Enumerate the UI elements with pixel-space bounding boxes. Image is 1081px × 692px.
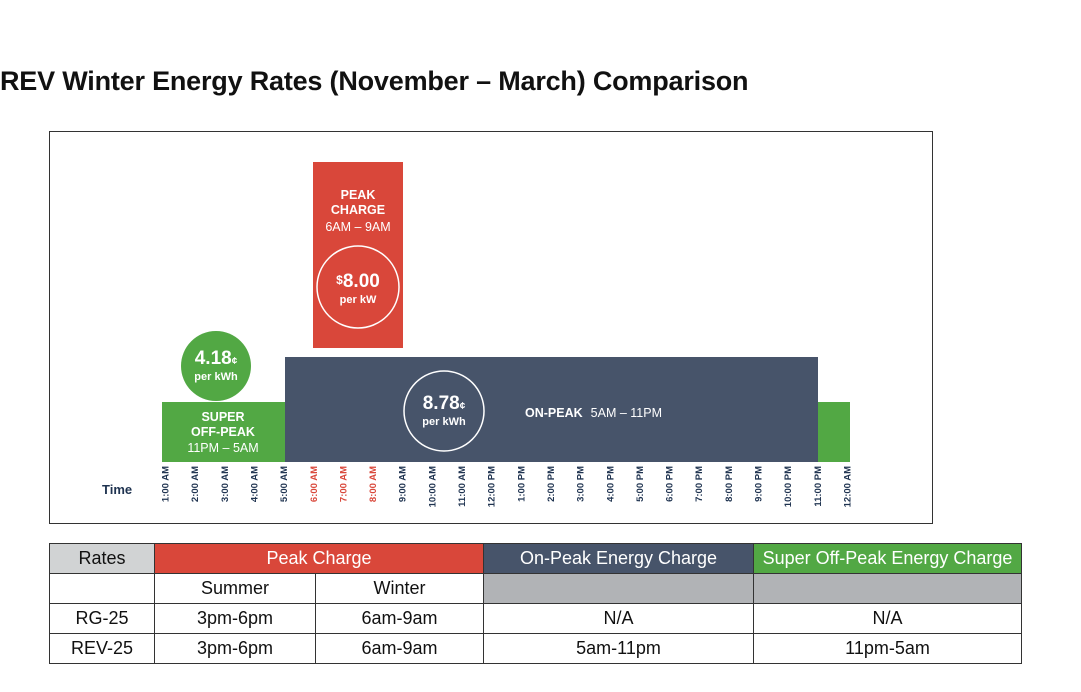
peak-charge-label-line2: CHARGE xyxy=(331,203,385,217)
super-off-peak-rate-circle xyxy=(181,331,251,401)
super-off-peak-rate-per: per kWh xyxy=(194,371,238,383)
table-row: REV-25 3pm-6pm 6am-9am 5am-11pm 11pm-5am xyxy=(49,633,1022,664)
x-axis-ticks: 1:00 AM 2:00 AM 3:00 AM 4:00 AM 5:00 AM 6:00 … xyxy=(161,466,854,507)
rate-chart: 4.18¢ per kWh SUPER OFF-PEAK 11PM – 5AM … xyxy=(49,131,933,524)
x-tick-label: 8:00 AM xyxy=(368,466,379,502)
page-title: REV Winter Energy Rates (November – Marc… xyxy=(0,66,749,96)
table-row: RG-25 3pm-6pm 6am-9am N/A N/A xyxy=(49,603,1022,634)
row-winter: 6am-9am xyxy=(315,633,484,664)
super-off-peak-header: Super Off-Peak Energy Charge xyxy=(753,543,1022,574)
row-name: REV-25 xyxy=(49,633,155,664)
on-peak-bar xyxy=(285,357,818,462)
on-peak-header: On-Peak Energy Charge xyxy=(483,543,754,574)
rates-header: Rates xyxy=(49,543,155,574)
x-tick-label: 12:00 AM xyxy=(842,466,853,507)
x-tick-label: 10:00 PM xyxy=(783,466,794,507)
on-peak-rate-value: 8.78¢ xyxy=(423,393,466,414)
x-tick-label: 10:00 AM xyxy=(427,466,438,507)
on-peak-rate-per: per kWh xyxy=(422,416,466,428)
summer-subheader: Summer xyxy=(154,573,316,604)
on-peak-rate-circle xyxy=(403,370,485,452)
x-tick-label: 6:00 PM xyxy=(665,466,676,502)
row-super-off-peak: 11pm-5am xyxy=(753,633,1022,664)
x-tick-label: 4:00 AM xyxy=(249,466,260,502)
super-off-peak-rate-value: 4.18¢ xyxy=(195,348,238,369)
row-on-peak: 5am-11pm xyxy=(483,633,754,664)
x-tick-label: 4:00 PM xyxy=(605,466,616,502)
x-tick-label: 2:00 AM xyxy=(190,466,201,502)
x-axis-label: Time xyxy=(102,482,132,497)
row-summer: 3pm-6pm xyxy=(154,603,316,634)
table-subheader-row: Summer Winter xyxy=(49,573,1022,604)
peak-charge-rate-per: per kW xyxy=(340,294,377,306)
x-tick-label: 2:00 PM xyxy=(546,466,557,502)
x-tick-label: 11:00 AM xyxy=(457,466,468,507)
super-off-peak-subheader-blank xyxy=(753,573,1022,604)
row-name: RG-25 xyxy=(49,603,155,634)
empty-cell xyxy=(49,573,155,604)
x-tick-label: 3:00 PM xyxy=(576,466,587,502)
x-tick-label: 1:00 AM xyxy=(161,466,172,502)
row-super-off-peak: N/A xyxy=(753,603,1022,634)
super-off-peak-label-line1: SUPER xyxy=(201,410,244,424)
on-peak-label: ON-PEAK 5AM – 11PM xyxy=(525,406,662,420)
x-tick-label: 6:00 AM xyxy=(309,466,320,502)
x-tick-label: 9:00 AM xyxy=(398,466,409,502)
super-off-peak-hours: 11PM – 5AM xyxy=(187,441,258,455)
x-tick-label: 8:00 PM xyxy=(724,466,735,502)
x-tick-label: 9:00 PM xyxy=(754,466,765,502)
x-tick-label: 3:00 AM xyxy=(220,466,231,502)
super-off-peak-label-line2: OFF-PEAK xyxy=(191,425,255,439)
super-off-peak-bar-right xyxy=(818,402,850,462)
x-tick-label: 11:00 PM xyxy=(813,466,824,507)
winter-subheader: Winter xyxy=(315,573,484,604)
peak-charge-hours: 6AM – 9AM xyxy=(325,220,390,234)
x-tick-label: 1:00 PM xyxy=(516,466,527,502)
row-winter: 6am-9am xyxy=(315,603,484,634)
peak-charge-rate-circle xyxy=(316,245,400,329)
x-tick-label: 5:00 AM xyxy=(279,466,290,502)
on-peak-subheader-blank xyxy=(483,573,754,604)
table-header-row: Rates Peak Charge On-Peak Energy Charge … xyxy=(49,543,1022,574)
x-tick-label: 5:00 PM xyxy=(635,466,646,502)
x-tick-label: 7:00 PM xyxy=(694,466,705,502)
peak-charge-header: Peak Charge xyxy=(154,543,484,574)
peak-charge-label-line1: PEAK xyxy=(341,188,376,202)
row-summer: 3pm-6pm xyxy=(154,633,316,664)
x-tick-label: 12:00 PM xyxy=(487,466,498,507)
super-off-peak-bar-left xyxy=(162,402,285,462)
peak-charge-rate-value: $8.00 xyxy=(336,271,380,292)
rates-table: Rates Peak Charge On-Peak Energy Charge … xyxy=(49,543,1022,664)
peak-charge-bar xyxy=(313,162,403,348)
rate-chart-svg: 4.18¢ per kWh SUPER OFF-PEAK 11PM – 5AM … xyxy=(102,162,854,507)
x-tick-label: 7:00 AM xyxy=(338,466,349,502)
row-on-peak: N/A xyxy=(483,603,754,634)
